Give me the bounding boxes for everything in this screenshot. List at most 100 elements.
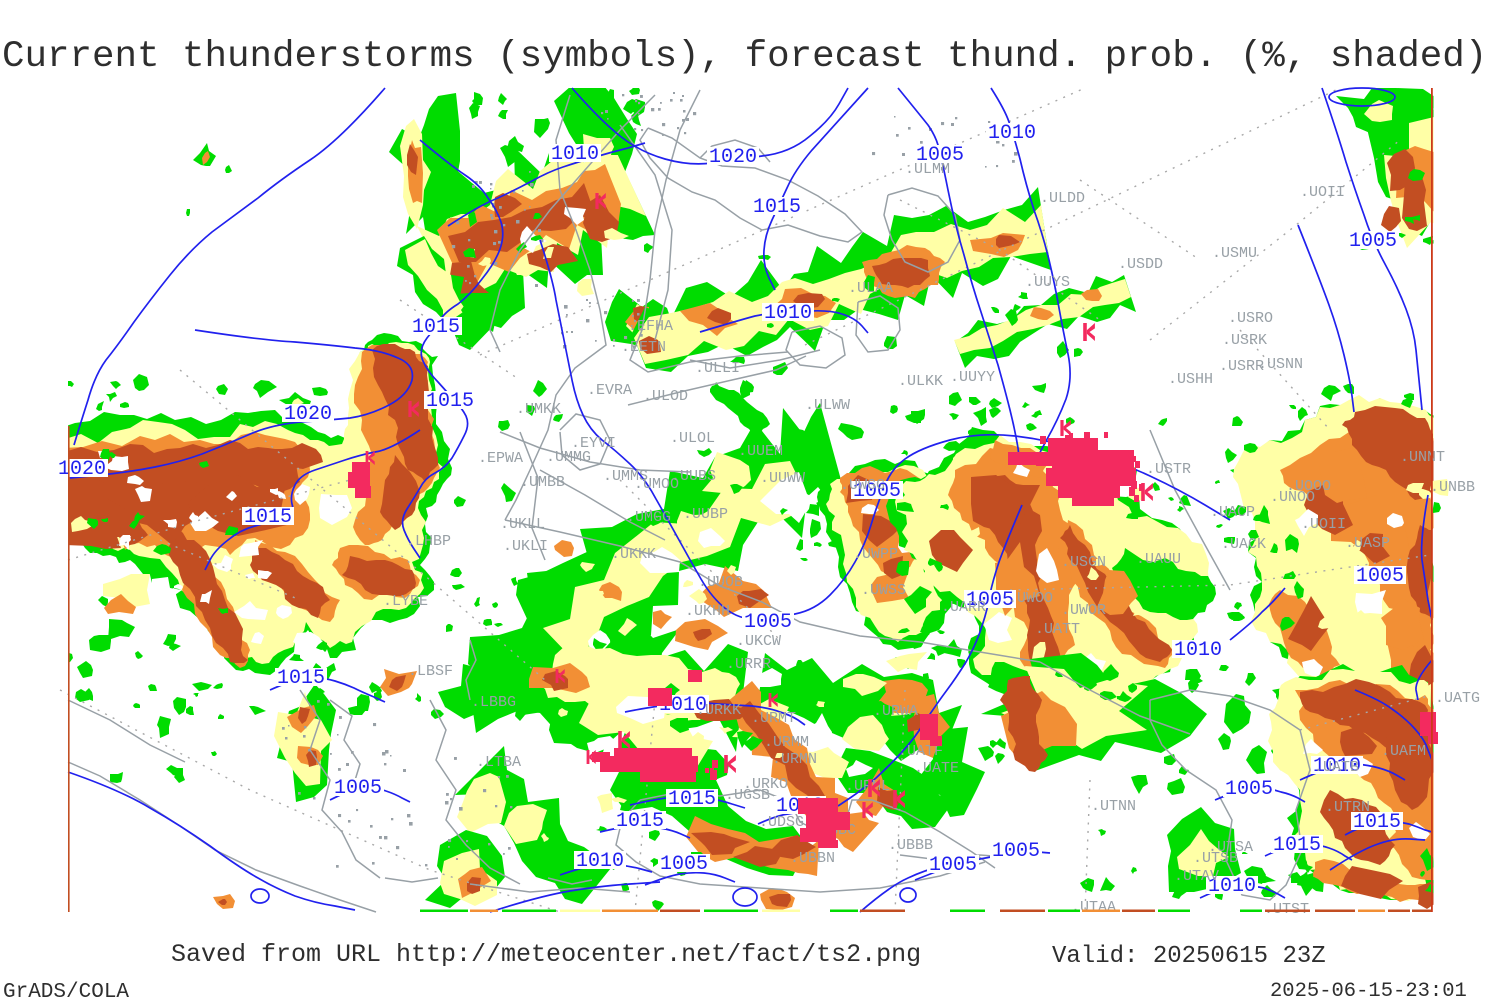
svg-text:Current thunderstorms (symbols: Current thunderstorms (symbols), forecas… [2,36,1487,78]
svg-text:.USRR: .USRR [1219,358,1264,375]
svg-text:.URWA: .URWA [873,703,918,720]
svg-text:1005: 1005 [1349,230,1397,253]
svg-text:.UMMG: .UMMG [546,449,591,466]
svg-text:.UACP: .UACP [1210,504,1255,521]
svg-text:.UNNT: .UNNT [1400,449,1445,466]
svg-text:1015: 1015 [1353,811,1401,834]
svg-text:.EFHA: .EFHA [628,318,673,335]
svg-text:.UMMS: .UMMS [603,468,648,485]
svg-text:1015: 1015 [668,788,716,811]
svg-text:.URMM: .URMM [764,734,809,751]
svg-text:.UBBN: .UBBN [790,850,835,867]
svg-text:.LTBA: .LTBA [476,754,521,771]
svg-text:1010: 1010 [1208,875,1256,898]
svg-text:.UNOO: .UNOO [1270,489,1315,506]
svg-text:Saved from URL http://meteocen: Saved from URL http://meteocenter.net/fa… [171,940,921,969]
svg-text:.UATG: .UATG [1435,690,1480,707]
svg-text:.UTAV: .UTAV [1174,868,1219,885]
svg-text:.UATT: .UATT [1035,621,1080,638]
svg-text:.ULAA: .ULAA [848,280,893,297]
svg-text:.UUYS: .UUYS [1025,274,1070,291]
svg-text:1005: 1005 [992,840,1040,863]
svg-text:.UTNN: .UTNN [1091,798,1136,815]
svg-text:.UOII: .UOII [1301,516,1346,533]
svg-text:.UATE: .UATE [914,760,959,777]
svg-text:1015: 1015 [244,506,292,529]
svg-text:.USDD: .USDD [1118,256,1163,273]
svg-text:.EYVI: .EYVI [571,435,616,452]
svg-text:.URRR: .URRR [726,656,771,673]
svg-text:.UAFM: .UAFM [1381,743,1426,760]
svg-text:.USRO: .USRO [1228,310,1273,327]
svg-text:.USMU: .USMU [1212,245,1257,262]
svg-text:1005: 1005 [929,854,977,877]
svg-text:.UWSS: .UWSS [861,582,906,599]
svg-text:.UKHH: .UKHH [685,603,730,620]
svg-text:.USTR: .USTR [1146,461,1191,478]
svg-text:2025-06-15-23:01: 2025-06-15-23:01 [1270,980,1467,1000]
svg-text:.UTSA: .UTSA [1208,839,1253,856]
svg-text:.URKO: .URKO [743,776,788,793]
svg-text:.ULKK: .ULKK [898,373,943,390]
svg-text:.URKK: .URKK [696,702,741,719]
svg-text:1010: 1010 [988,122,1036,145]
svg-text:.LYBE: .LYBE [383,593,428,610]
svg-text:.UKLI: .UKLI [503,538,548,555]
svg-text:1005: 1005 [744,611,792,634]
svg-text:.UOOO: .UOOO [1286,478,1331,495]
svg-text:.ULMM: .ULMM [905,161,950,178]
svg-text:.UBBB: .UBBB [888,837,933,854]
svg-text:1005: 1005 [660,853,708,876]
svg-text:1015: 1015 [412,316,460,339]
svg-text:1020: 1020 [284,403,332,426]
svg-text:.USGN: .USGN [1061,554,1106,571]
svg-text:1015: 1015 [277,667,325,690]
svg-text:.UUOB: .UUOB [698,574,743,591]
svg-text:.UWOO: .UWOO [1008,590,1053,607]
svg-text:.ULOD: .ULOD [643,388,688,405]
svg-text:1015: 1015 [1273,834,1321,857]
svg-text:.UKCW: .UKCW [736,633,781,650]
svg-text:1015: 1015 [753,196,801,219]
svg-text:1005: 1005 [1356,565,1404,588]
svg-text:1010: 1010 [764,302,812,325]
svg-text:1010: 1010 [1313,755,1361,778]
svg-text:.UWOR: .UWOR [1061,602,1106,619]
svg-text:.UGSB: .UGSB [725,787,770,804]
svg-text:.USHH: .USHH [1168,371,1213,388]
svg-text:1005: 1005 [916,144,964,167]
svg-text:.URMN: .URMN [772,751,817,768]
svg-text:.UKLL: .UKLL [500,516,545,533]
svg-text:.UTAA: .UTAA [1071,899,1116,916]
svg-text:.URML: .URML [845,778,890,795]
svg-text:.UACK: .UACK [1221,536,1266,553]
svg-text:.UUWW: .UUWW [760,470,805,487]
svg-text:.UATF: .UATF [898,743,943,760]
svg-text:.ULOL: .ULOL [670,430,715,447]
svg-text:.USRK: .USRK [1222,332,1267,349]
svg-text:.UWGG: .UWGG [840,477,885,494]
svg-text:.LHBP: .LHBP [406,533,451,550]
svg-text:.UKKK: .UKKK [611,546,656,563]
svg-text:.UATB: .UATB [1314,759,1359,776]
svg-text:.UASP: .UASP [1345,535,1390,552]
svg-text:.UMBB: .UMBB [520,474,565,491]
svg-text:1020: 1020 [58,458,106,481]
svg-text:.UUBS: .UUBS [671,468,716,485]
svg-text:.USNN: .USNN [1258,356,1303,373]
svg-text:.UDSG: .UDSG [759,814,804,831]
svg-text:.UNBB: .UNBB [1430,479,1475,496]
svg-text:1005: 1005 [1225,778,1273,801]
svg-text:.UTRN: .UTRN [1325,799,1370,816]
svg-text:1015: 1015 [426,390,474,413]
svg-text:.LBSF: .LBSF [408,663,453,680]
svg-text:1015: 1015 [616,810,664,833]
svg-text:.UUEM: .UUEM [738,443,783,460]
svg-text:.ULWW: .ULWW [805,397,850,414]
svg-text:.ULLI: .ULLI [695,360,740,377]
svg-text:1010: 1010 [1174,639,1222,662]
svg-text:.EVRA: .EVRA [587,382,632,399]
svg-text:.ULDD: .ULDD [1040,190,1085,207]
svg-text:1020: 1020 [709,146,757,169]
svg-text:.UAUU: .UAUU [1136,551,1181,568]
